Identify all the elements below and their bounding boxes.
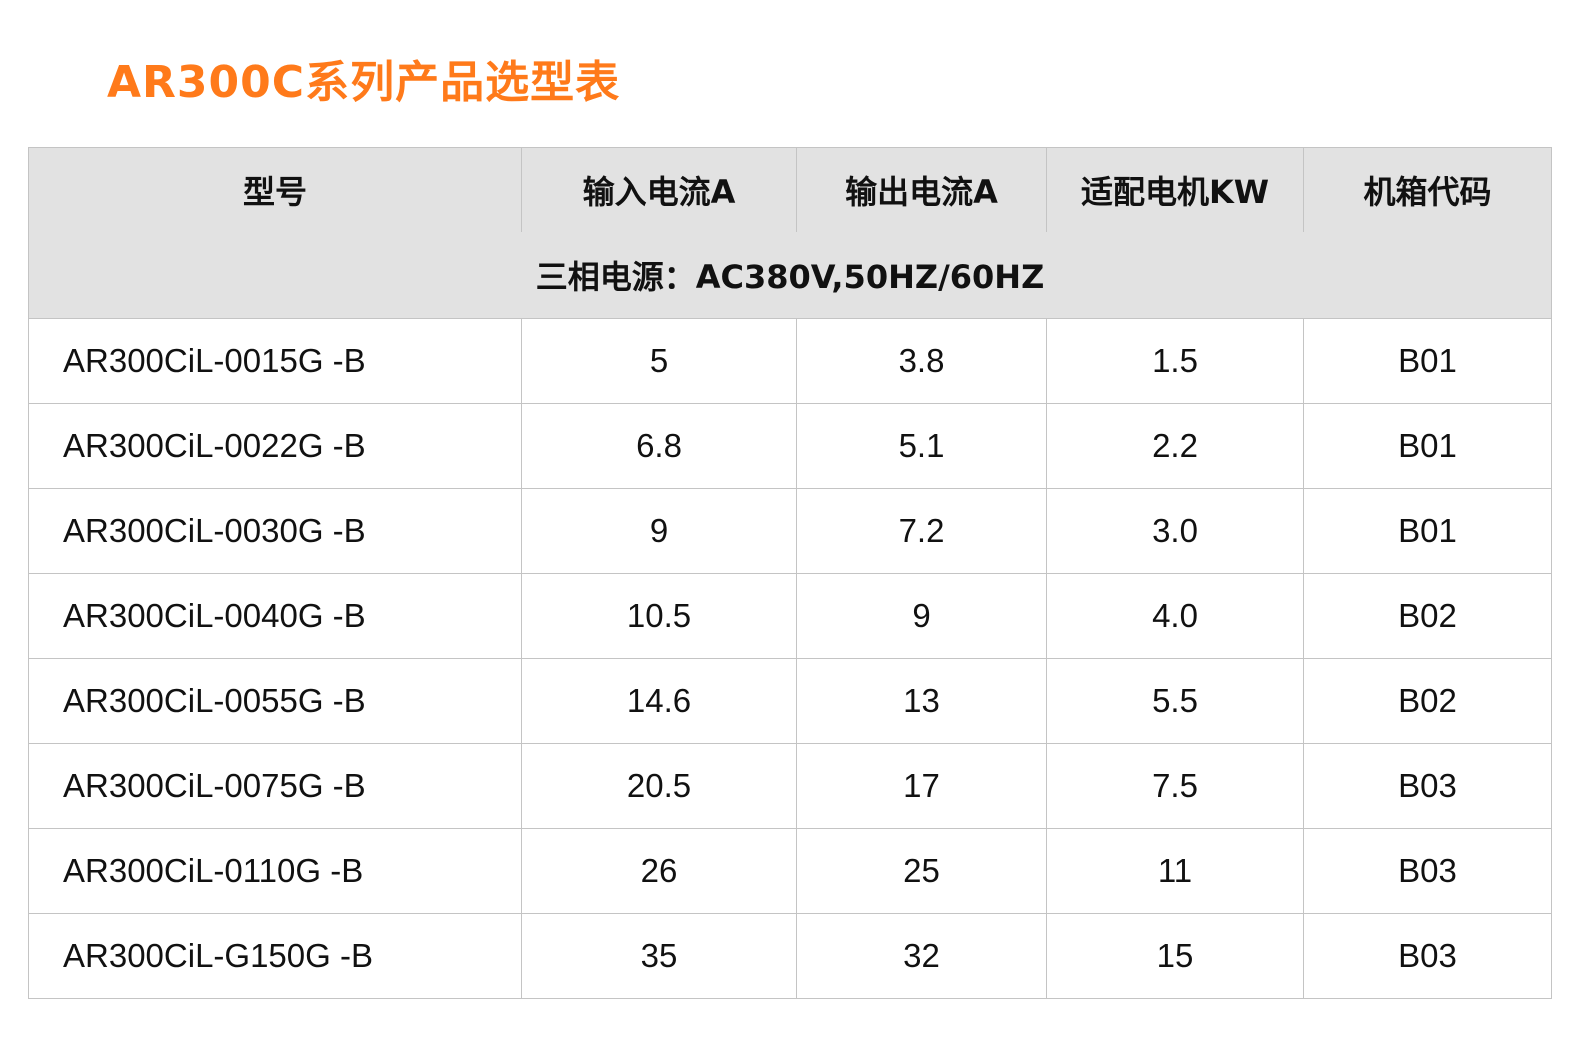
power-supply-subheader: 三相电源：AC380V,50HZ/60HZ	[28, 232, 1552, 319]
cell-input-current: 26	[521, 828, 797, 914]
cell-input-current: 20.5	[521, 743, 797, 829]
cell-case-code: B01	[1303, 403, 1552, 489]
cell-model: AR300CiL-0075G -B	[28, 743, 522, 829]
product-selection-table: 型号 输入电流A 输出电流A 适配电机KW 机箱代码 三相电源：AC380V,5…	[28, 147, 1552, 999]
table-row: AR300CiL-0075G -B 20.5 17 7.5 B03	[28, 743, 1552, 829]
cell-model: AR300CiL-0022G -B	[28, 403, 522, 489]
page-title: AR300C系列产品选型表	[107, 57, 621, 108]
cell-input-current: 6.8	[521, 403, 797, 489]
cell-motor-kw: 2.2	[1046, 403, 1304, 489]
cell-model: AR300CiL-0040G -B	[28, 573, 522, 659]
cell-model: AR300CiL-0110G -B	[28, 828, 522, 914]
cell-case-code: B01	[1303, 318, 1552, 404]
table-row: AR300CiL-0030G -B 9 7.2 3.0 B01	[28, 488, 1552, 574]
cell-output-current: 17	[796, 743, 1047, 829]
cell-model: AR300CiL-0030G -B	[28, 488, 522, 574]
cell-case-code: B01	[1303, 488, 1552, 574]
header-row: 型号 输入电流A 输出电流A 适配电机KW 机箱代码	[28, 147, 1552, 232]
cell-output-current: 7.2	[796, 488, 1047, 574]
cell-output-current: 25	[796, 828, 1047, 914]
cell-input-current: 10.5	[521, 573, 797, 659]
subheader-row: 三相电源：AC380V,50HZ/60HZ	[28, 232, 1552, 319]
header-input-current: 输入电流A	[521, 147, 797, 232]
cell-motor-kw: 5.5	[1046, 658, 1304, 744]
cell-output-current: 5.1	[796, 403, 1047, 489]
cell-model: AR300CiL-0015G -B	[28, 318, 522, 404]
cell-model: AR300CiL-0055G -B	[28, 658, 522, 744]
header-model: 型号	[28, 147, 522, 232]
cell-input-current: 5	[521, 318, 797, 404]
header-motor-kw: 适配电机KW	[1046, 147, 1304, 232]
table-row: AR300CiL-G150G -B 35 32 15 B03	[28, 913, 1552, 999]
cell-input-current: 14.6	[521, 658, 797, 744]
cell-motor-kw: 11	[1046, 828, 1304, 914]
cell-output-current: 32	[796, 913, 1047, 999]
table-row: AR300CiL-0110G -B 26 25 11 B03	[28, 828, 1552, 914]
cell-motor-kw: 7.5	[1046, 743, 1304, 829]
cell-output-current: 9	[796, 573, 1047, 659]
cell-motor-kw: 1.5	[1046, 318, 1304, 404]
cell-input-current: 9	[521, 488, 797, 574]
cell-output-current: 13	[796, 658, 1047, 744]
cell-motor-kw: 4.0	[1046, 573, 1304, 659]
header-case-code: 机箱代码	[1303, 147, 1552, 232]
table-row: AR300CiL-0022G -B 6.8 5.1 2.2 B01	[28, 403, 1552, 489]
cell-case-code: B03	[1303, 828, 1552, 914]
table-row: AR300CiL-0040G -B 10.5 9 4.0 B02	[28, 573, 1552, 659]
table-row: AR300CiL-0015G -B 5 3.8 1.5 B01	[28, 318, 1552, 404]
cell-case-code: B03	[1303, 913, 1552, 999]
cell-case-code: B02	[1303, 658, 1552, 744]
cell-case-code: B03	[1303, 743, 1552, 829]
cell-model: AR300CiL-G150G -B	[28, 913, 522, 999]
cell-motor-kw: 3.0	[1046, 488, 1304, 574]
cell-input-current: 35	[521, 913, 797, 999]
header-output-current: 输出电流A	[796, 147, 1047, 232]
cell-case-code: B02	[1303, 573, 1552, 659]
table-row: AR300CiL-0055G -B 14.6 13 5.5 B02	[28, 658, 1552, 744]
cell-motor-kw: 15	[1046, 913, 1304, 999]
cell-output-current: 3.8	[796, 318, 1047, 404]
